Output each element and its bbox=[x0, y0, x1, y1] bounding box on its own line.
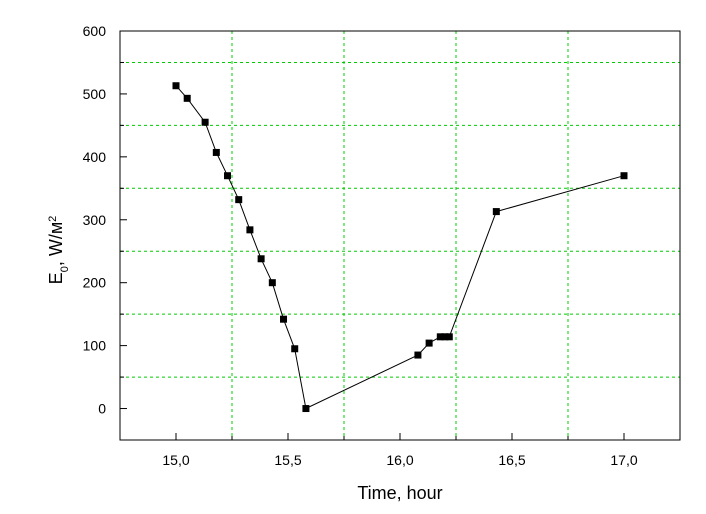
y-tick-label: 500 bbox=[83, 86, 107, 102]
x-tick-label: 16,0 bbox=[386, 452, 413, 468]
data-point bbox=[425, 339, 433, 347]
y-axis-title-rest: , W/м bbox=[46, 222, 66, 266]
data-point bbox=[257, 255, 265, 263]
data-point bbox=[224, 172, 232, 180]
y-tick-label: 400 bbox=[83, 149, 107, 165]
y-tick-label: 200 bbox=[83, 275, 107, 291]
grid-lines bbox=[120, 31, 680, 441]
data-point bbox=[291, 345, 299, 353]
data-point bbox=[302, 405, 310, 413]
data-point bbox=[441, 333, 449, 341]
data-series bbox=[172, 82, 628, 413]
data-point bbox=[280, 315, 288, 323]
data-point bbox=[201, 118, 209, 126]
y-tick-label: 100 bbox=[83, 338, 107, 354]
y-axis-title-sup: 2 bbox=[47, 216, 59, 222]
y-axis-title-base: E bbox=[46, 272, 66, 284]
data-point bbox=[235, 196, 243, 204]
x-tick-label: 15,0 bbox=[162, 452, 189, 468]
data-point bbox=[436, 333, 444, 341]
x-axis-title: Time, hour bbox=[357, 483, 442, 503]
plot-frame bbox=[119, 30, 681, 441]
data-point bbox=[183, 94, 191, 102]
x-tick-label: 17,0 bbox=[610, 452, 637, 468]
y-axis-title-sub: 0 bbox=[59, 266, 71, 272]
data-point bbox=[492, 208, 500, 216]
data-point bbox=[414, 351, 422, 359]
data-point bbox=[268, 279, 276, 287]
y-tick-label: 600 bbox=[83, 23, 107, 39]
y-tick-label: 300 bbox=[83, 212, 107, 228]
data-point bbox=[620, 172, 628, 180]
y-tick-label: 0 bbox=[98, 401, 106, 417]
series-line bbox=[175, 85, 625, 410]
data-point bbox=[445, 333, 453, 341]
data-point bbox=[172, 82, 180, 90]
y-axis-title: E0, W/м2 bbox=[46, 216, 71, 285]
axes bbox=[119, 30, 681, 441]
tick-labels: 0 100 200 300 400 500 600 15,0 15,5 16,0 16,5 17,0 bbox=[83, 23, 638, 468]
x-tick-label: 16,5 bbox=[498, 452, 525, 468]
data-point bbox=[246, 226, 254, 234]
x-tick-label: 15,5 bbox=[274, 452, 301, 468]
data-point bbox=[212, 148, 220, 156]
